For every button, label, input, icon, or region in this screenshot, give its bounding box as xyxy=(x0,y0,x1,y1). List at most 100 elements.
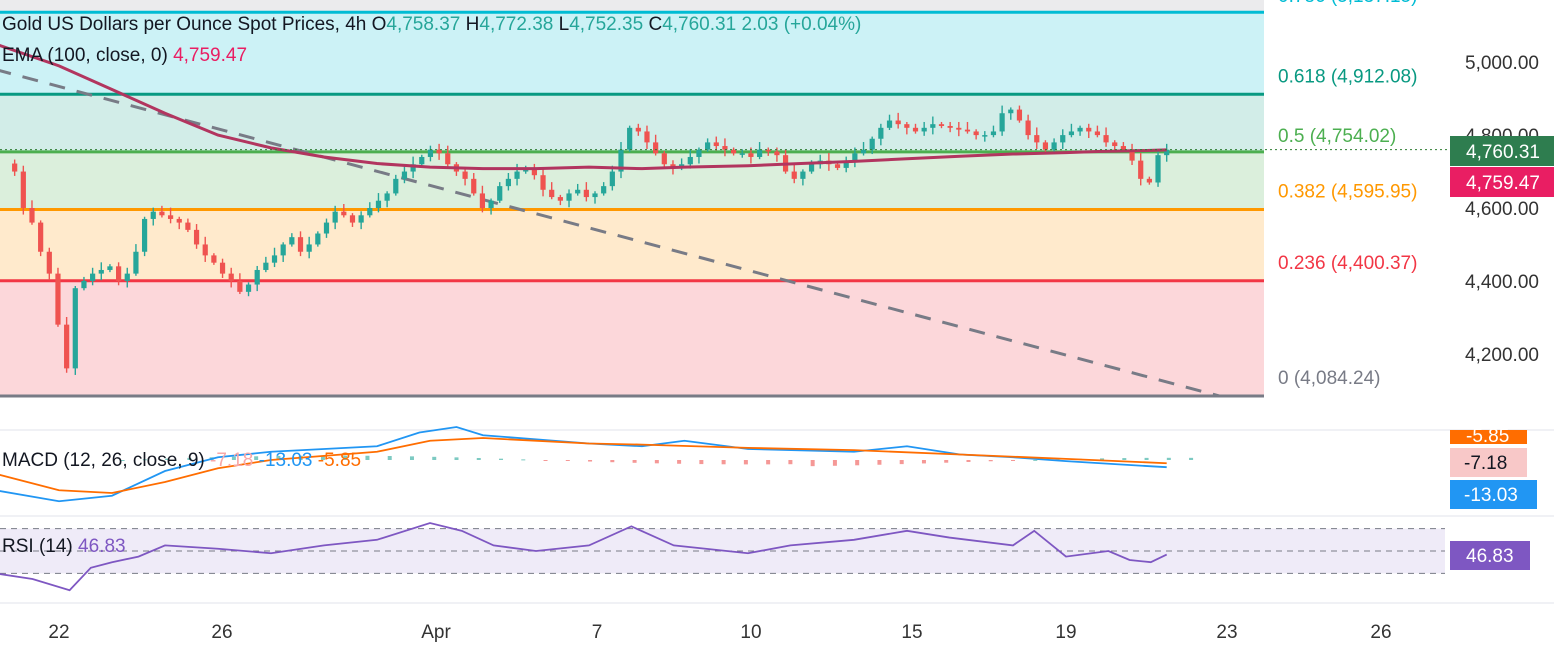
candle-body xyxy=(1112,142,1118,147)
macd-hist-bar xyxy=(1122,458,1127,460)
candle-body xyxy=(263,262,269,270)
candle-body xyxy=(713,142,719,147)
ema-price-tag-bg xyxy=(1450,167,1554,197)
candle-body xyxy=(297,237,304,252)
macd-hist-bar xyxy=(343,455,348,460)
candle-body xyxy=(150,211,156,219)
candle-body xyxy=(193,229,200,245)
last-price-tag: 4,760.31 xyxy=(1466,142,1540,163)
macd-hist-bar xyxy=(1144,457,1149,460)
candle-body xyxy=(349,215,356,223)
fib-zone-4 xyxy=(0,12,1264,95)
candle-body xyxy=(341,211,347,216)
candle-body xyxy=(583,189,589,198)
signal-line xyxy=(0,437,1167,494)
candle-body xyxy=(29,208,35,223)
rsi-line xyxy=(0,522,1168,592)
candle-body xyxy=(133,251,139,274)
candle-body xyxy=(159,211,165,216)
candle-body xyxy=(185,222,191,230)
candle-body xyxy=(982,135,988,137)
rsi-tag: 46.83 xyxy=(1466,546,1514,567)
macd-hist-bar xyxy=(565,460,570,461)
candle-body xyxy=(999,113,1005,132)
candle-body xyxy=(64,324,70,369)
candle-body xyxy=(462,171,468,179)
candle-body xyxy=(904,124,910,128)
macd-hist-bar xyxy=(499,458,504,460)
candle-body xyxy=(938,124,945,126)
candle-body xyxy=(731,149,737,154)
macd-hist-bar xyxy=(165,458,170,460)
candle-body xyxy=(202,244,208,256)
macd-hist-bar xyxy=(432,456,437,460)
candle-body xyxy=(722,146,728,150)
x-tick-label: Apr xyxy=(421,622,451,643)
macd-hist-bar xyxy=(632,460,637,463)
candle-body xyxy=(1068,131,1075,136)
fib-zone-2 xyxy=(0,151,1264,210)
y-tick-label: 5,000.00 xyxy=(1465,53,1539,74)
y-tick-label: 4,200.00 xyxy=(1465,345,1539,366)
fib-label-0.236: 0.236 (4,400.37) xyxy=(1278,253,1417,274)
candle-body xyxy=(1094,131,1101,136)
candle-body xyxy=(644,131,650,143)
candle-body xyxy=(1155,155,1161,183)
candle-body xyxy=(471,178,477,194)
macd-hist-bar xyxy=(1033,459,1038,461)
candle-body xyxy=(947,125,953,128)
candle-body xyxy=(254,269,260,285)
candle-body xyxy=(834,164,841,168)
candle-body xyxy=(860,149,867,154)
candle-body xyxy=(566,193,572,201)
candle-body xyxy=(419,156,425,165)
candle-body xyxy=(315,233,321,245)
macd-hist-bar xyxy=(120,460,125,461)
candle-body xyxy=(141,218,148,252)
candle-body xyxy=(1016,109,1023,121)
candle-body xyxy=(531,167,537,176)
candle-body xyxy=(116,266,122,281)
candle-body xyxy=(800,171,806,179)
candle-body xyxy=(1025,120,1031,136)
macd-hist-bar xyxy=(654,460,659,464)
macd-hist-bar xyxy=(610,460,615,463)
candle-body xyxy=(869,138,875,150)
candle-body xyxy=(705,142,711,150)
ohlc-header: Gold US Dollars per Ounce Spot Prices, 4… xyxy=(2,14,861,35)
candle-body xyxy=(964,129,971,132)
macd-hist-bar xyxy=(743,460,748,465)
candle-body xyxy=(20,171,26,209)
x-tick-label: 23 xyxy=(1216,622,1237,643)
candle-body xyxy=(410,164,416,172)
candle-body xyxy=(1034,135,1040,143)
fib-label-0.5: 0.5 (4,754.02) xyxy=(1278,126,1396,147)
candle-body xyxy=(358,215,364,223)
candle-body xyxy=(1129,149,1135,161)
candle-body xyxy=(1051,142,1057,150)
candle-body xyxy=(228,273,234,281)
macd-hist-bar xyxy=(766,460,771,465)
fib-zone-top xyxy=(0,0,1264,13)
candle-body xyxy=(289,237,295,245)
candle-body xyxy=(661,153,667,165)
candle-body xyxy=(280,244,286,256)
macd-hist-bar xyxy=(966,460,971,462)
x-tick-label: 10 xyxy=(740,622,761,643)
candle-body xyxy=(1103,135,1109,143)
macd-hist-bar xyxy=(521,459,526,461)
macd-hist-bar xyxy=(832,460,837,466)
candle-body xyxy=(696,149,702,157)
candle-body xyxy=(38,222,44,252)
macd-hist-bar xyxy=(988,460,993,462)
last-price-tag-bg xyxy=(1450,136,1554,166)
candle-body xyxy=(557,197,563,201)
candle-body xyxy=(107,266,113,270)
macd-signal-tag-bg xyxy=(1450,430,1527,444)
candle-body xyxy=(1042,142,1049,150)
x-tick-label: 26 xyxy=(211,622,232,643)
candle-body xyxy=(990,131,997,136)
macd-hist-bar xyxy=(588,460,593,462)
